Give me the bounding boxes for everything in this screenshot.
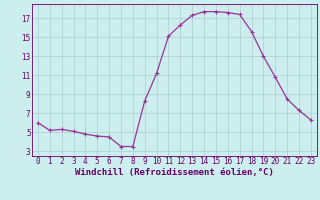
X-axis label: Windchill (Refroidissement éolien,°C): Windchill (Refroidissement éolien,°C): [75, 168, 274, 177]
